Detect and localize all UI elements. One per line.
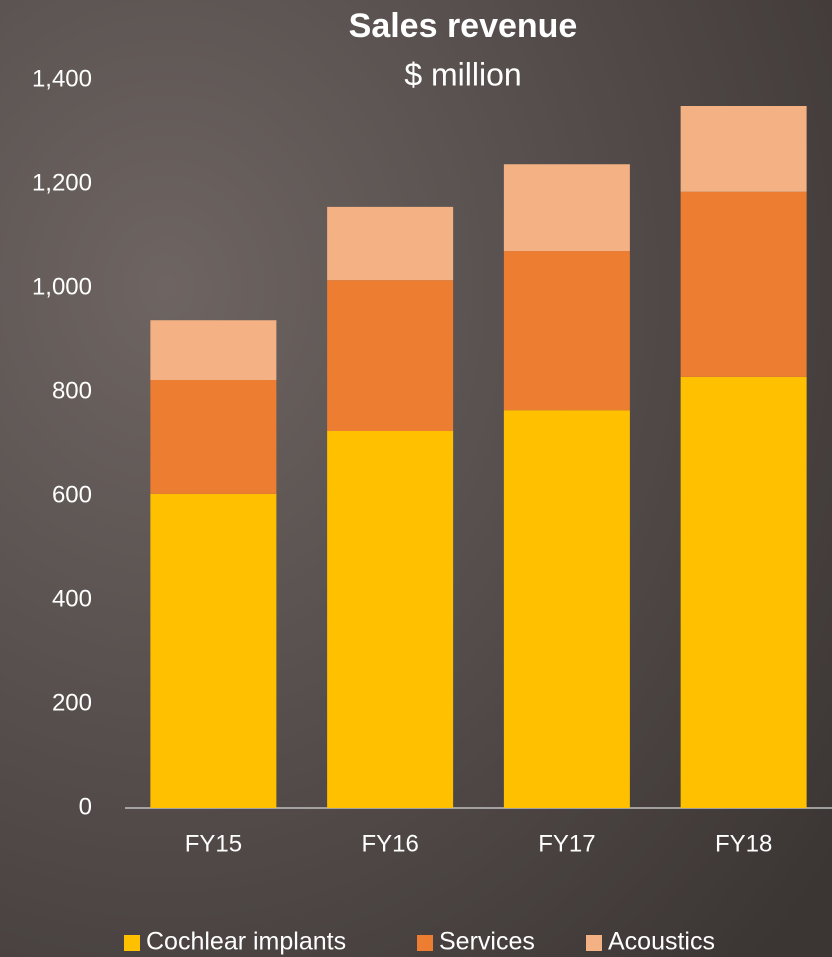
y-tick-label: 600 xyxy=(52,481,92,508)
y-tick-label: 200 xyxy=(52,689,92,716)
bar-segment xyxy=(680,191,807,377)
y-tick-label: 1,000 xyxy=(32,273,92,300)
legend-swatch xyxy=(124,935,140,951)
legend-label: Cochlear implants xyxy=(146,928,346,956)
legend-label: Services xyxy=(439,928,535,956)
bar-segment xyxy=(327,431,454,808)
x-tick-label: FY18 xyxy=(715,830,772,857)
legend-swatch xyxy=(417,935,433,951)
y-tick-label: 1,200 xyxy=(32,169,92,196)
y-tick-label: 0 xyxy=(79,793,92,820)
bar-segment xyxy=(327,206,454,281)
bar-segment xyxy=(503,164,630,252)
y-tick-label: 800 xyxy=(52,377,92,404)
y-tick-label: 1,400 xyxy=(32,65,92,92)
legend-swatch xyxy=(586,935,602,951)
bar-segment xyxy=(150,320,277,381)
bar-segment xyxy=(327,280,454,431)
bar-segment xyxy=(680,376,807,808)
chart-title: Sales revenue xyxy=(349,7,578,45)
bar-segment xyxy=(680,106,807,192)
x-tick-label: FY15 xyxy=(185,830,242,857)
bar-segment xyxy=(503,251,630,411)
bar-segment xyxy=(503,410,630,808)
bar-segment xyxy=(150,380,277,494)
x-tick-label: FY16 xyxy=(361,830,418,857)
y-tick-label: 400 xyxy=(52,585,92,612)
x-tick-label: FY17 xyxy=(538,830,595,857)
bar-segment xyxy=(150,493,277,808)
chart-subtitle: $ million xyxy=(404,56,521,92)
legend-label: Acoustics xyxy=(608,928,715,956)
